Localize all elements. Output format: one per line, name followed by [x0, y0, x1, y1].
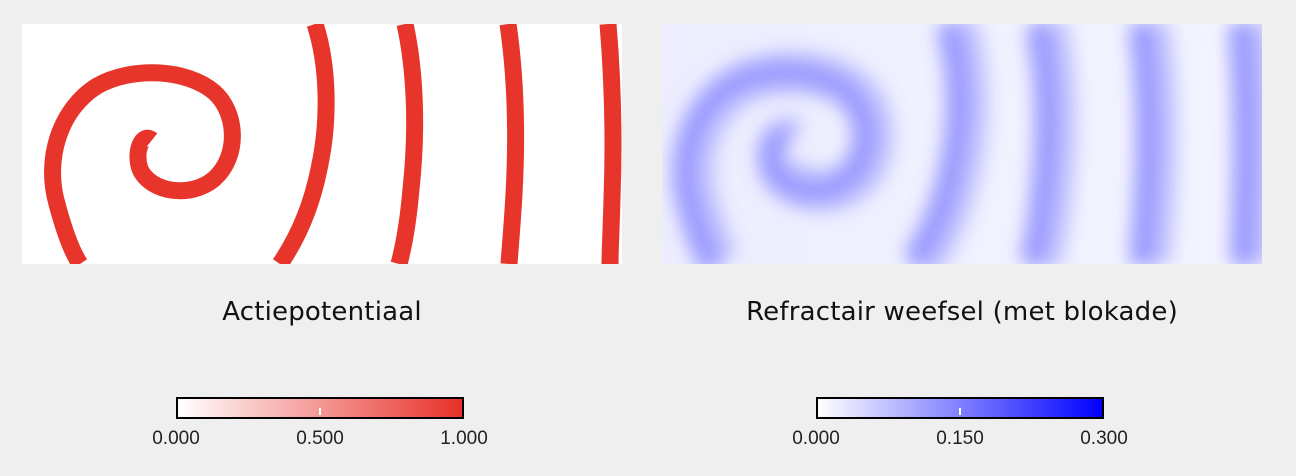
action-potential-panel: Actiepotentiaal 0.000 0.500 1.000: [22, 0, 622, 476]
colorbar-tick-max: 0.300: [1080, 428, 1128, 449]
colorbar-tick-max: 1.000: [440, 428, 488, 449]
colorbar-mid-tick: [959, 408, 961, 415]
action-potential-colorbar: [176, 397, 464, 419]
action-potential-canvas[interactable]: [22, 24, 622, 264]
colorbar-mid-tick: [319, 408, 321, 415]
refractory-panel: Refractair weefsel (met blokade) 0.000 0…: [662, 0, 1262, 476]
colorbar-tick-mid: 0.150: [936, 428, 984, 449]
action-potential-title: Actiepotentiaal: [222, 297, 422, 327]
refractory-colorbar: [816, 397, 1104, 419]
refractory-canvas[interactable]: [662, 24, 1262, 264]
colorbar-tick-mid: 0.500: [296, 428, 344, 449]
refractory-title: Refractair weefsel (met blokade): [746, 297, 1178, 327]
colorbar-tick-min: 0.000: [152, 428, 200, 449]
colorbar-tick-min: 0.000: [792, 428, 840, 449]
